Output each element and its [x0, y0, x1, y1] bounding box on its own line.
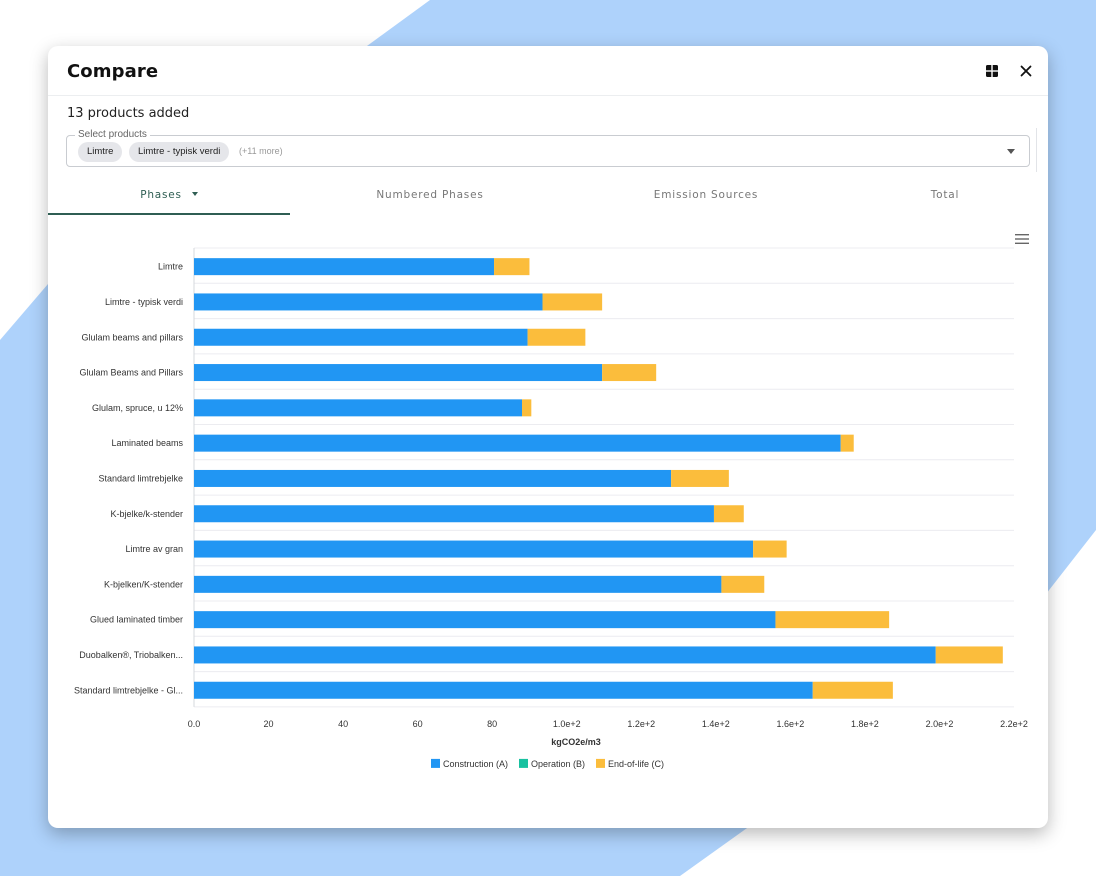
- bar-segment: [194, 611, 776, 629]
- grid-icon: [986, 65, 998, 77]
- bar-segment: [935, 646, 1003, 664]
- x-tick-label: 0.0: [188, 719, 201, 729]
- bar-segment: [194, 399, 522, 417]
- divider: [1036, 128, 1037, 172]
- x-tick-label: 20: [264, 719, 274, 729]
- layout-toggle-button[interactable]: [982, 61, 1002, 81]
- bar-segment: [602, 364, 657, 382]
- tab-label: Numbered Phases: [376, 189, 484, 201]
- bar-segment: [194, 540, 754, 558]
- bar-segment: [671, 469, 729, 487]
- y-tick-label: K-bjelke/k-stender: [110, 509, 183, 519]
- tab-phases[interactable]: Phases: [48, 176, 290, 215]
- y-tick-label: Glulam Beams and Pillars: [79, 368, 183, 378]
- bar-segment: [194, 469, 672, 487]
- y-tick-label: K-bjelken/K-stender: [104, 579, 183, 589]
- product-select[interactable]: Select products Limtre Limtre - typisk v…: [66, 129, 1030, 167]
- bar-segment: [194, 505, 714, 523]
- products-count: 13 products added: [67, 106, 190, 121]
- y-tick-label: Limtre - typisk verdi: [105, 297, 183, 307]
- legend-label: Construction (A): [443, 759, 508, 769]
- bar-segment: [840, 434, 854, 452]
- bar-segment: [812, 681, 893, 699]
- x-tick-label: 1.2e+2: [627, 719, 655, 729]
- y-tick-label: Duobalken®, Triobalken...: [79, 650, 183, 660]
- chart-tabs: Phases Numbered Phases Emission Sources …: [48, 176, 1048, 216]
- tab-label: Phases: [140, 189, 182, 201]
- bar-segment: [775, 611, 890, 629]
- legend-swatch: [519, 758, 528, 768]
- bar-segment: [527, 328, 586, 346]
- y-tick-label: Limtre av gran: [125, 544, 183, 554]
- bar-segment: [194, 328, 528, 346]
- bar-segment: [194, 646, 936, 664]
- y-tick-label: Standard limtrebjelke - Gl...: [74, 685, 183, 695]
- emissions-bar-chart: Limtre Limtre - typisk verdi Glulam beams …: [74, 247, 1028, 769]
- x-axis-title: kgCO2e/m3: [551, 737, 601, 747]
- tab-label: Emission Sources: [653, 189, 759, 201]
- bar-segment: [713, 505, 744, 523]
- caret-down-icon: [191, 192, 198, 196]
- compare-dialog: Compare 13 products added Select product…: [48, 46, 1048, 828]
- product-chip[interactable]: Limtre - typisk verdi: [129, 142, 230, 162]
- x-tick-label: 80: [487, 719, 497, 729]
- legend-label: Operation (B): [531, 759, 585, 769]
- close-icon: [1020, 65, 1032, 77]
- dialog-header: Compare: [48, 46, 1048, 96]
- product-chip[interactable]: Limtre: [78, 142, 123, 162]
- bar-segment: [194, 681, 813, 699]
- x-tick-label: 2.0e+2: [926, 719, 954, 729]
- bar-segment: [194, 575, 722, 593]
- x-tick-label: 60: [413, 719, 423, 729]
- page-title: Compare: [67, 61, 159, 82]
- close-button[interactable]: [1016, 61, 1036, 81]
- bar-segment: [194, 364, 603, 382]
- tab-numbered-phases[interactable]: Numbered Phases: [290, 176, 570, 215]
- chart-menu-icon[interactable]: [1015, 234, 1029, 244]
- y-tick-label: Glulam, spruce, u 12%: [92, 403, 183, 413]
- y-tick-label: Laminated beams: [111, 438, 183, 448]
- bar-segment: [194, 258, 495, 276]
- bar-segment: [194, 293, 543, 311]
- bar-segment: [542, 293, 603, 311]
- y-tick-label: Glued laminated timber: [90, 615, 183, 625]
- legend-swatch: [596, 758, 605, 768]
- x-tick-label: 1.6e+2: [776, 719, 804, 729]
- bar-segment: [522, 399, 532, 417]
- tab-total[interactable]: Total: [842, 176, 1048, 215]
- legend-swatch: [431, 758, 440, 768]
- x-tick-label: 2.2e+2: [1000, 719, 1028, 729]
- product-select-label: Select products: [75, 129, 150, 140]
- bar-segment: [721, 575, 765, 593]
- x-tick-label: 1.4e+2: [702, 719, 730, 729]
- x-tick-label: 1.0e+2: [553, 719, 581, 729]
- bar-segment: [753, 540, 787, 558]
- more-products-count: (+11 more): [239, 146, 283, 156]
- bar-segment: [194, 434, 841, 452]
- tab-label: Total: [930, 189, 960, 201]
- y-tick-label: Limtre: [158, 262, 183, 272]
- y-tick-label: Glulam beams and pillars: [81, 332, 183, 342]
- bar-segment: [494, 258, 530, 276]
- y-tick-label: Standard limtrebjelke: [98, 473, 183, 483]
- x-tick-label: 40: [338, 719, 348, 729]
- tab-emission-sources[interactable]: Emission Sources: [570, 176, 842, 215]
- legend-label: End-of-life (C): [608, 759, 664, 769]
- chevron-down-icon[interactable]: [1007, 149, 1015, 154]
- x-tick-label: 1.8e+2: [851, 719, 879, 729]
